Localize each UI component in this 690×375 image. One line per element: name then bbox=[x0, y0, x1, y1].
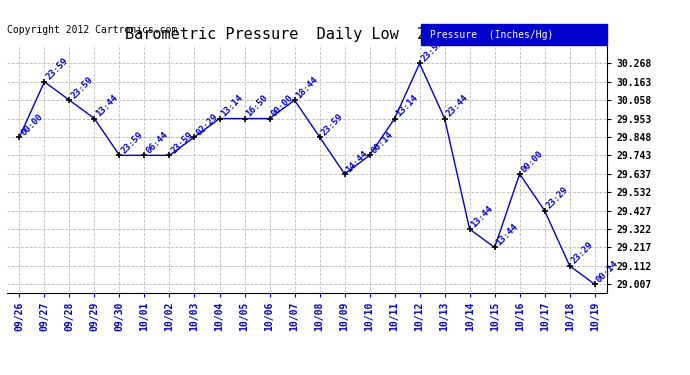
Text: Copyright 2012 Cartronics.com: Copyright 2012 Cartronics.com bbox=[7, 25, 177, 35]
Text: 02:29: 02:29 bbox=[195, 112, 220, 137]
Text: 00:00: 00:00 bbox=[520, 148, 545, 174]
Text: 13:44: 13:44 bbox=[95, 93, 120, 118]
FancyBboxPatch shape bbox=[421, 24, 607, 45]
Text: 23:59: 23:59 bbox=[319, 112, 345, 137]
Text: Pressure  (Inches/Hg): Pressure (Inches/Hg) bbox=[430, 30, 553, 40]
Text: 00:00: 00:00 bbox=[19, 112, 45, 137]
Text: 14:44: 14:44 bbox=[344, 148, 370, 174]
Title: Barometric Pressure  Daily Low  20121020: Barometric Pressure Daily Low 20121020 bbox=[125, 27, 489, 42]
Text: 00:14: 00:14 bbox=[595, 259, 620, 284]
Text: 13:44: 13:44 bbox=[495, 222, 520, 248]
Text: 13:14: 13:14 bbox=[395, 93, 420, 118]
Text: 23:29: 23:29 bbox=[544, 185, 570, 211]
Text: 23:59: 23:59 bbox=[44, 56, 70, 82]
Text: 23:59: 23:59 bbox=[70, 75, 95, 100]
Text: 23:59: 23:59 bbox=[420, 38, 445, 63]
Text: 23:59: 23:59 bbox=[119, 130, 145, 155]
Text: 13:44: 13:44 bbox=[470, 204, 495, 229]
Text: 23:59: 23:59 bbox=[170, 130, 195, 155]
Text: 16:50: 16:50 bbox=[244, 93, 270, 118]
Text: 23:44: 23:44 bbox=[444, 93, 470, 118]
Text: 18:44: 18:44 bbox=[295, 75, 320, 100]
Text: 00:00: 00:00 bbox=[270, 93, 295, 118]
Text: 23:29: 23:29 bbox=[570, 240, 595, 266]
Text: 13:14: 13:14 bbox=[219, 93, 245, 118]
Text: 00:14: 00:14 bbox=[370, 130, 395, 155]
Text: 06:44: 06:44 bbox=[144, 130, 170, 155]
